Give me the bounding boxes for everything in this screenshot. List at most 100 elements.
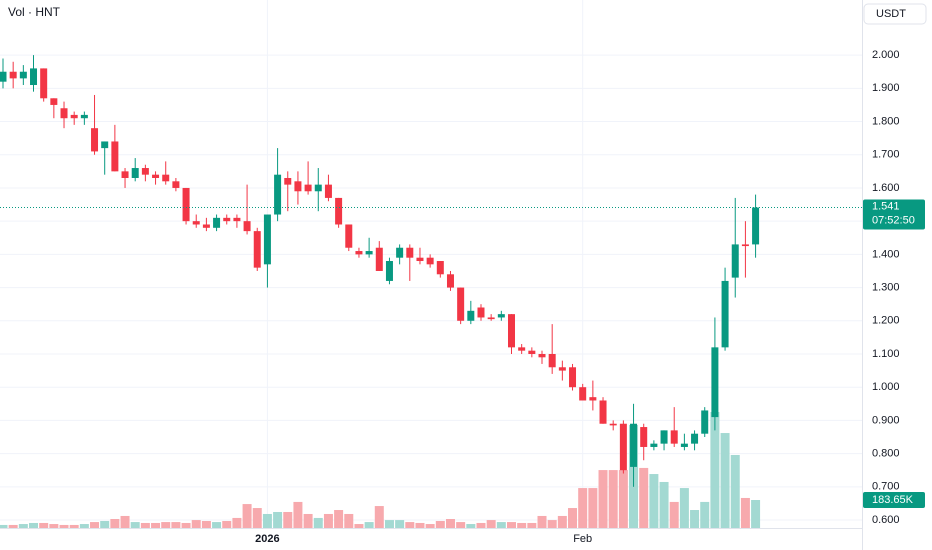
volume-bar (100, 520, 110, 528)
volume-bar (395, 520, 405, 528)
volume-bar (751, 500, 761, 528)
volume-bar (262, 513, 272, 528)
volume-bar (578, 488, 588, 528)
volume-bar (232, 517, 242, 528)
volume-bar (313, 517, 323, 528)
volume-bar (405, 522, 415, 528)
volume-bar (527, 522, 537, 528)
volume-bar (110, 519, 120, 528)
volume-bar (466, 524, 476, 528)
candle-body (660, 430, 668, 444)
volume-bar (181, 522, 191, 528)
currency-label[interactable]: USDT (876, 8, 906, 20)
volume-bar (191, 520, 201, 528)
candle-body (253, 231, 261, 268)
candle-body (701, 410, 709, 434)
candle-body (548, 353, 556, 368)
volume-bar (537, 515, 547, 528)
candle-body (426, 257, 434, 265)
candle-body (467, 310, 475, 321)
volume-bar (354, 524, 364, 528)
candle-body (691, 433, 699, 444)
currency-button[interactable] (863, 3, 927, 25)
candles (0, 55, 760, 487)
candle-body (599, 400, 607, 424)
volume-bar (568, 508, 578, 528)
volume-bar (496, 522, 506, 528)
y-tick-label: 1.600 (872, 182, 900, 194)
y-tick-label: 0.600 (872, 514, 900, 526)
candle-body (752, 207, 760, 245)
volume-bar (608, 470, 618, 528)
candle-body (741, 244, 749, 247)
volume-bar (517, 522, 527, 528)
volume-bar (547, 520, 557, 528)
volume-bar (283, 511, 293, 528)
volume-bar (618, 470, 628, 528)
y-tick-label: 1.900 (872, 82, 900, 94)
candle-body (294, 181, 302, 192)
volume-bar (151, 522, 161, 528)
x-tick-label: Feb (573, 533, 592, 545)
volume-bar (374, 506, 384, 528)
y-tick-label: 0.700 (872, 481, 900, 493)
volume-bar (659, 481, 669, 528)
candle-body (375, 247, 383, 271)
volume-value-label: 183.65K (872, 494, 914, 506)
volume-pane (0, 412, 761, 528)
candle-body (446, 274, 454, 288)
candle-body (406, 247, 414, 258)
volume-bar (130, 522, 140, 528)
candle-body (558, 367, 566, 371)
candle-body (202, 224, 210, 228)
y-tick-label: 2.000 (872, 49, 900, 61)
volume-bar (486, 520, 496, 528)
candle-body (335, 197, 343, 225)
volume-bar (222, 520, 232, 528)
volume-bar (740, 497, 750, 528)
candle-body (192, 221, 200, 225)
candle-body (131, 168, 139, 178)
candle-body (345, 224, 353, 248)
candle-body (213, 217, 221, 228)
volume-bar (679, 488, 689, 528)
candle-body (721, 280, 729, 348)
candle-body (640, 427, 648, 447)
last-price-label: 1.541 (872, 200, 900, 212)
candle-body (670, 430, 678, 444)
candle-body (0, 71, 7, 82)
volume-bar (476, 522, 486, 528)
volume-bar (171, 522, 181, 528)
candle-body (223, 217, 231, 222)
volume-bar (49, 524, 59, 528)
volume-bar (456, 522, 466, 528)
candle-body (569, 367, 577, 388)
volume-bar (212, 522, 222, 528)
candle-body (355, 251, 363, 255)
candle-body (477, 307, 485, 318)
candle-body (436, 261, 444, 275)
volume-bar (252, 508, 262, 528)
last-price-box (863, 199, 925, 230)
volume-bar (730, 454, 740, 528)
y-tick-label: 1.400 (872, 248, 900, 260)
candle-body (579, 387, 587, 401)
candle-body (619, 423, 627, 471)
candle-body (111, 141, 119, 172)
candle-body (91, 128, 99, 152)
candle-body (324, 184, 332, 198)
axes: 0.600 0.700 0.800 0.900 1.000 1.100 1.200 1.300… (0, 49, 925, 545)
volume-bar (323, 513, 333, 528)
volume-bar (588, 488, 598, 528)
volume-bar (90, 522, 100, 528)
candle-body (680, 443, 688, 447)
volume-bar (29, 522, 39, 528)
candle-body (60, 108, 68, 119)
candle-body (711, 347, 719, 418)
candle-body (172, 181, 180, 188)
volume-bar (8, 524, 18, 528)
volume-bar (384, 520, 394, 528)
y-tick-label: 1.200 (872, 315, 900, 327)
volume-bar (0, 524, 8, 528)
